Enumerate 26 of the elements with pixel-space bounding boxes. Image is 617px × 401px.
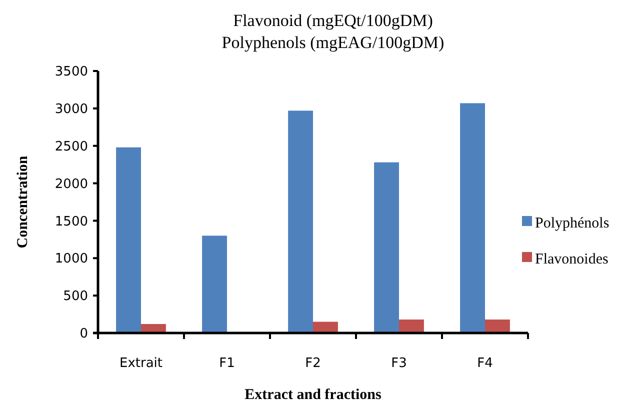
y-tick-label: 1000: [54, 252, 88, 267]
chart-title: Flavonoid (mgEQt/100gDM): [233, 11, 433, 30]
x-tick-label: F1: [219, 356, 235, 371]
legend-label: Polyphénols: [535, 215, 610, 232]
y-tick-label: 2000: [54, 176, 88, 192]
bar: [202, 236, 227, 333]
legend-label: Flavonoides: [535, 251, 608, 268]
chart-subtitle: Polyphenols (mgEAG/100gDM): [222, 33, 444, 52]
x-tick-label: F4: [477, 356, 493, 371]
x-axis-title: Extract and fractions: [244, 387, 382, 401]
bar: [116, 147, 141, 333]
y-tick-label: 500: [63, 289, 88, 304]
x-tick-label: F2: [305, 356, 321, 371]
bar: [288, 110, 313, 333]
x-tick-label: Extrait: [119, 356, 163, 371]
bar: [485, 320, 510, 333]
y-tick-label: 1500: [54, 214, 88, 230]
bar: [374, 162, 399, 333]
y-tick-label: 0: [80, 326, 88, 342]
y-tick-label: 3500: [54, 64, 88, 80]
x-tick-label: F3: [391, 356, 407, 371]
y-tick-label: 2500: [54, 139, 88, 154]
bar: [460, 103, 485, 333]
y-axis-title: Concentration: [15, 155, 31, 248]
bar: [399, 320, 424, 333]
y-tick-label: 3000: [54, 102, 88, 117]
